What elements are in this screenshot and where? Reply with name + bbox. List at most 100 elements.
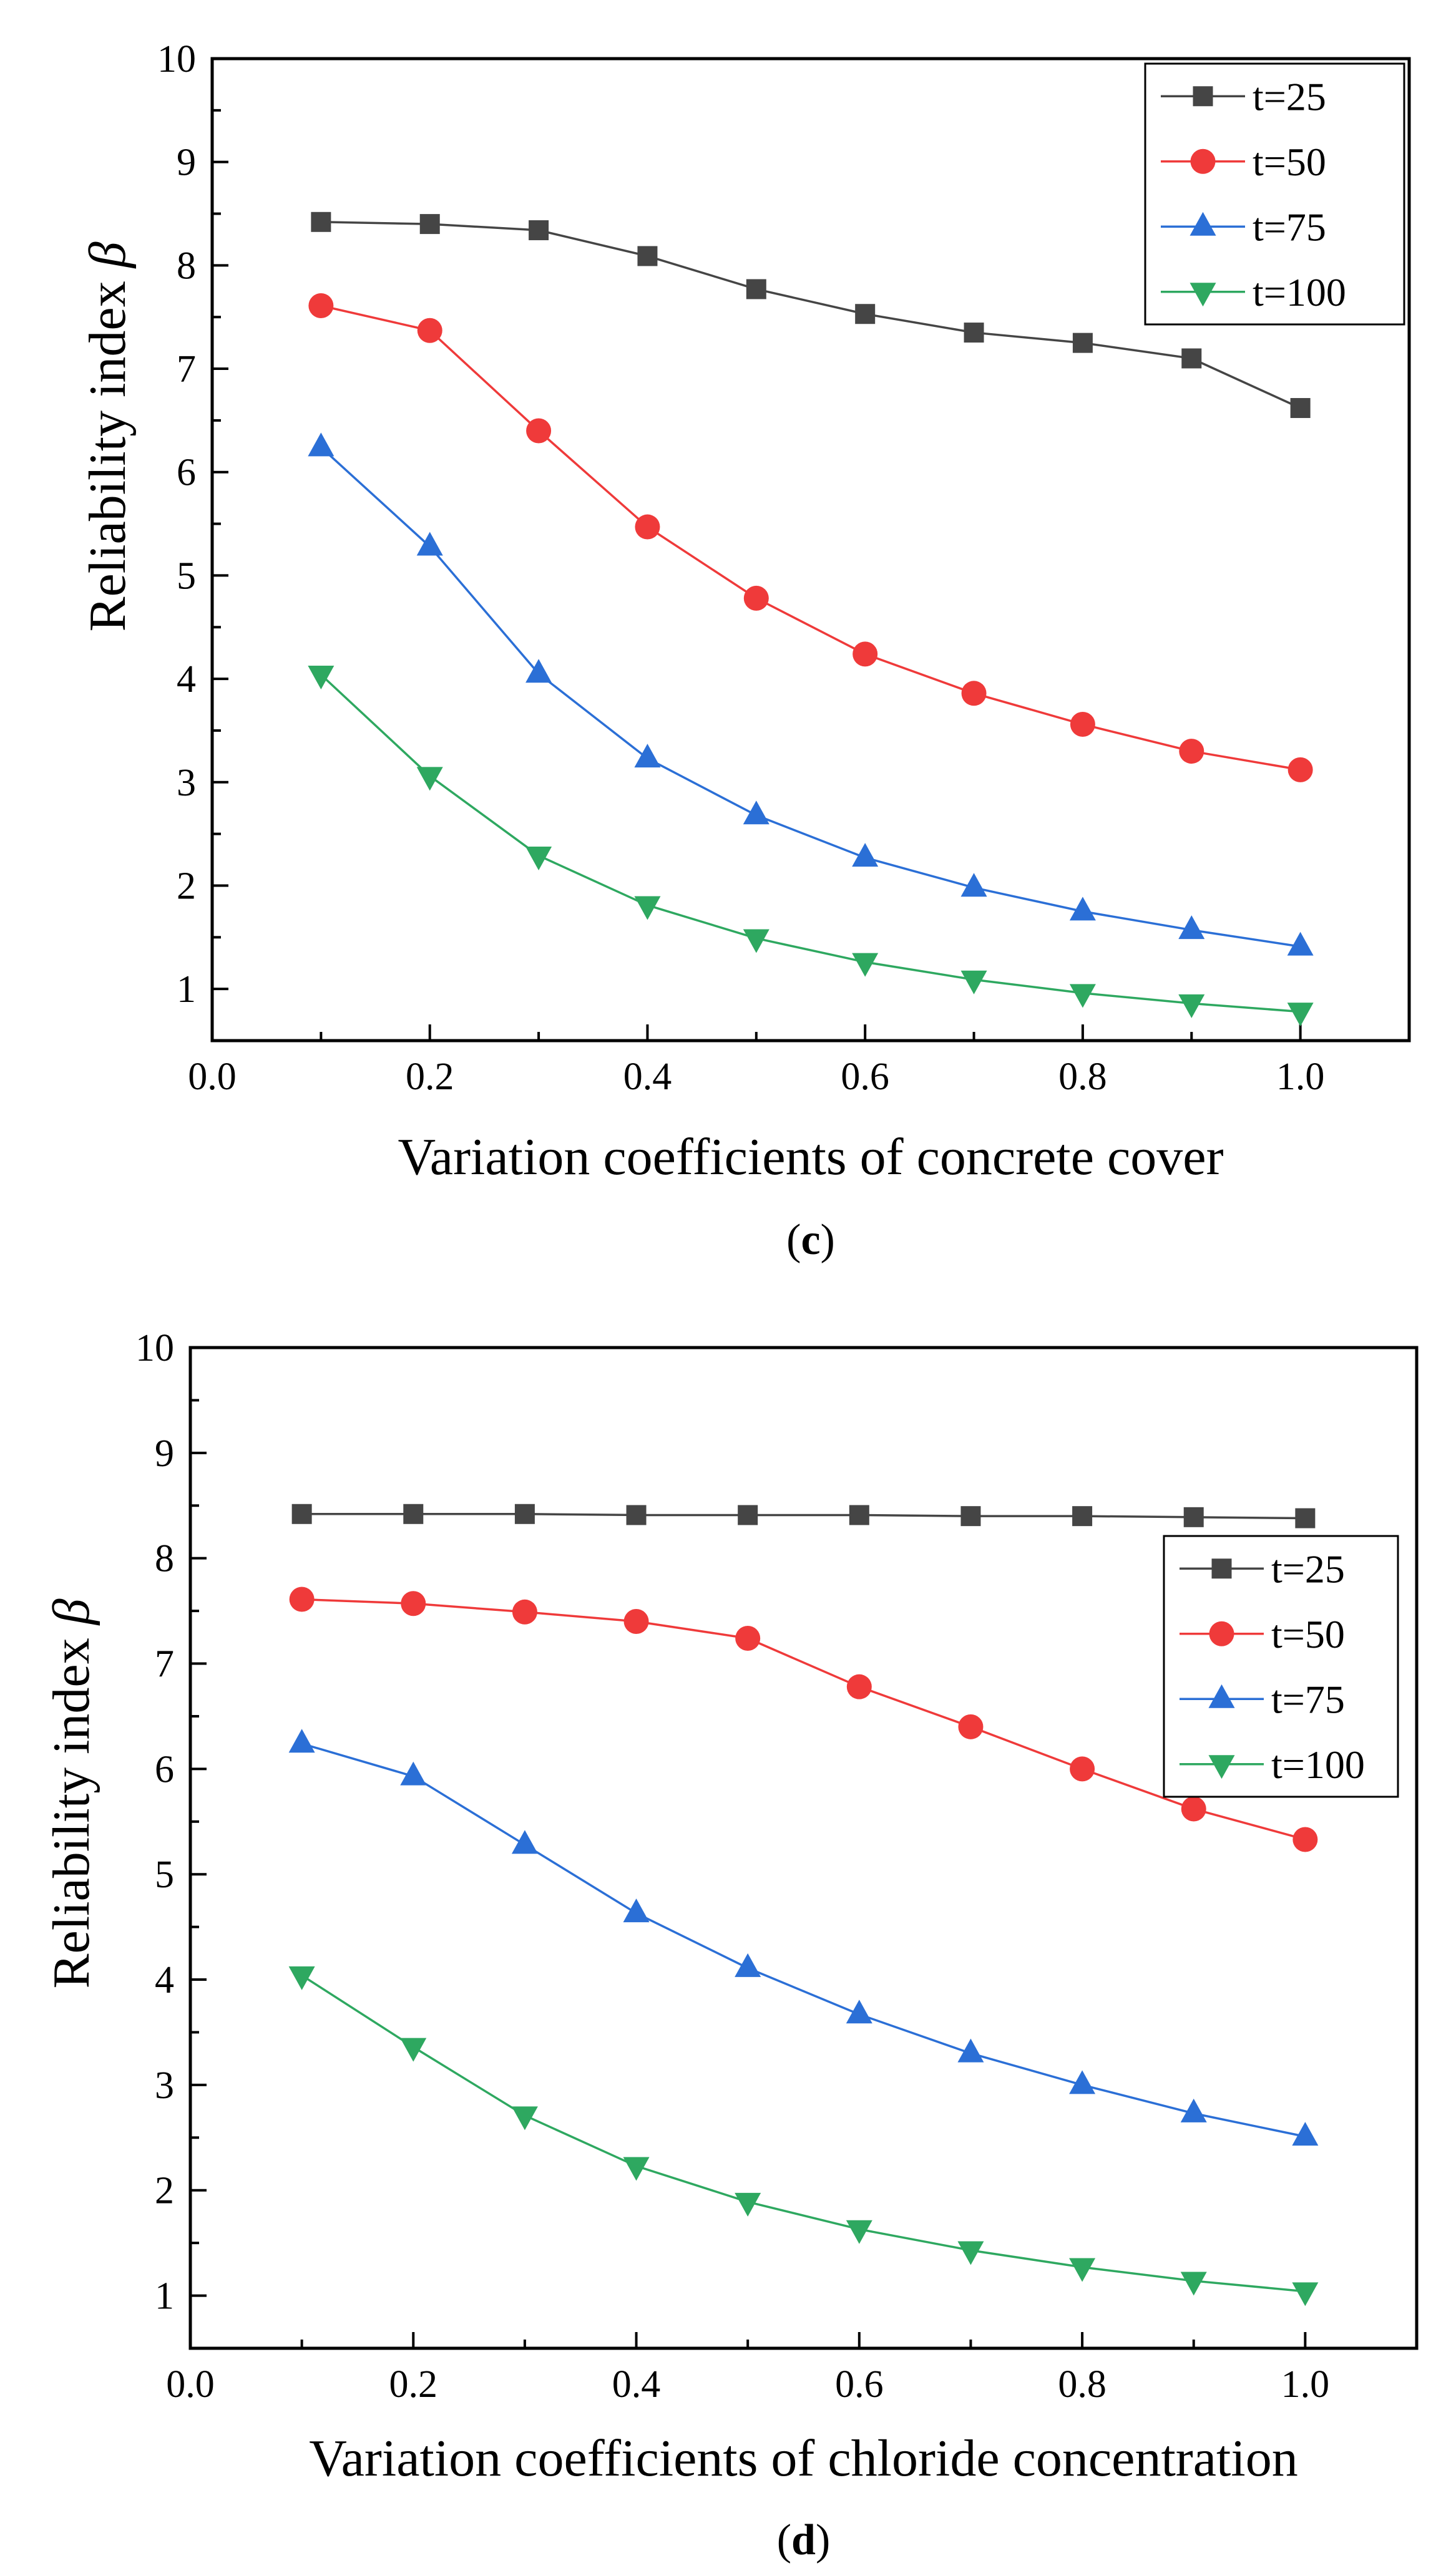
data-point xyxy=(526,418,552,444)
x-tick-label: 0.4 xyxy=(623,1056,672,1098)
data-point xyxy=(1292,2282,1319,2306)
data-point xyxy=(735,1626,761,1651)
y-tick-label: 4 xyxy=(177,658,196,701)
legend-marker xyxy=(1211,1558,1232,1579)
y-axis-label-symbol: β xyxy=(79,241,137,269)
data-point xyxy=(960,970,987,994)
data-point xyxy=(1183,1507,1204,1527)
data-point xyxy=(1072,333,1093,353)
data-point xyxy=(743,929,769,953)
data-point xyxy=(958,1714,984,1739)
series-line xyxy=(321,221,1301,409)
data-point xyxy=(1069,984,1096,1008)
legend-marker xyxy=(1209,1621,1234,1646)
y-tick-label: 1 xyxy=(155,2275,174,2318)
data-point xyxy=(289,1587,315,1612)
legend-box xyxy=(1144,62,1405,326)
caption-paren-open: ( xyxy=(786,1216,801,1264)
data-point xyxy=(514,1504,535,1524)
data-point xyxy=(400,1761,427,1786)
y-axis-label-symbol: β xyxy=(42,1598,100,1626)
data-point xyxy=(743,800,769,825)
series-line xyxy=(301,1598,1306,1841)
data-point xyxy=(849,1505,869,1525)
legend: t=25 t=50 t=75 t=100 xyxy=(1144,62,1405,326)
y-tick-label: 5 xyxy=(155,1854,174,1896)
y-tick-label: 9 xyxy=(155,1432,174,1475)
data-point xyxy=(291,1504,312,1524)
data-point xyxy=(308,666,335,690)
legend-marker xyxy=(1190,211,1216,236)
x-tick-label: 0.8 xyxy=(1058,1056,1107,1098)
y-tick-label: 10 xyxy=(135,1327,174,1369)
data-point xyxy=(623,1898,650,1923)
series-line xyxy=(320,304,1301,771)
data-point xyxy=(288,1966,315,1990)
legend-marker xyxy=(1208,1755,1235,1779)
x-tick-label: 0.4 xyxy=(612,2363,661,2406)
data-point xyxy=(855,304,876,324)
data-point xyxy=(626,1505,647,1525)
series-line xyxy=(320,674,1301,1013)
y-axis-label: Reliability index β xyxy=(79,241,137,631)
data-point xyxy=(529,220,549,241)
y-tick-label: 5 xyxy=(177,555,196,597)
data-point xyxy=(1181,348,1202,369)
x-tick-label: 0.6 xyxy=(835,2363,884,2406)
chart-panel-d: 0.0 0.2 0.4 0.6 0.8 1.0 1 2 3 4 5 6 7 8 9 10 Variation c… xyxy=(42,1327,1419,2564)
data-point xyxy=(957,2241,984,2265)
data-point xyxy=(853,641,878,667)
data-point xyxy=(846,2000,872,2024)
legend-label: t=25 xyxy=(1271,1547,1345,1591)
y-tick-label: 10 xyxy=(157,38,196,80)
data-point xyxy=(403,1504,424,1524)
data-point xyxy=(1287,1003,1314,1027)
panel-caption: (c) xyxy=(786,1216,835,1264)
data-point xyxy=(1072,1506,1093,1527)
data-point xyxy=(400,2038,427,2062)
data-point xyxy=(738,1505,758,1525)
data-point xyxy=(308,293,334,318)
x-tick-label: 0.6 xyxy=(841,1056,889,1098)
data-point xyxy=(1181,1796,1206,1822)
legend-label: t=75 xyxy=(1253,205,1326,249)
x-tick-label: 1.0 xyxy=(1276,1056,1325,1098)
data-point xyxy=(964,323,984,343)
data-point xyxy=(735,1953,761,1977)
data-point xyxy=(525,846,552,870)
legend-box xyxy=(1163,1535,1399,1798)
data-point xyxy=(1069,2258,1096,2282)
data-point xyxy=(1292,1827,1318,1852)
data-point xyxy=(743,585,769,611)
data-point xyxy=(1070,712,1095,737)
legend-label: t=50 xyxy=(1253,140,1326,184)
data-point xyxy=(852,953,879,977)
data-point xyxy=(511,2106,538,2131)
y-axis: 1 2 3 4 5 6 7 8 9 10 xyxy=(135,1327,207,2318)
series-t=100 xyxy=(308,666,1314,1027)
data-point xyxy=(846,2220,872,2244)
data-point xyxy=(746,279,766,299)
data-point xyxy=(623,2157,650,2181)
data-point xyxy=(1069,2070,1096,2094)
data-point xyxy=(417,318,442,343)
legend-label: t=75 xyxy=(1271,1677,1345,1721)
plot-frame xyxy=(188,1346,1419,2350)
y-tick-label: 1 xyxy=(177,968,196,1011)
series-t=50 xyxy=(308,293,1313,782)
series-t=75 xyxy=(288,1729,1319,2146)
x-tick-label: 0.2 xyxy=(389,2363,438,2406)
data-point xyxy=(957,2038,984,2063)
data-point xyxy=(1070,1756,1095,1782)
x-axis: 0.0 0.2 0.4 0.6 0.8 1.0 xyxy=(188,1024,1324,1098)
chart-panel-c: 0.0 0.2 0.4 0.6 0.8 1.0 1 2 3 4 5 6 7 8 9 10 Variation c… xyxy=(79,38,1411,1264)
data-point xyxy=(401,1591,426,1616)
data-point xyxy=(308,432,335,457)
series-t=50 xyxy=(289,1587,1318,1852)
data-point xyxy=(634,744,661,768)
y-axis-label: Reliability index β xyxy=(42,1598,100,1988)
y-tick-label: 4 xyxy=(155,1959,174,2001)
data-point xyxy=(525,659,552,683)
x-tick-label: 0.2 xyxy=(406,1056,454,1098)
data-point xyxy=(960,1506,981,1527)
